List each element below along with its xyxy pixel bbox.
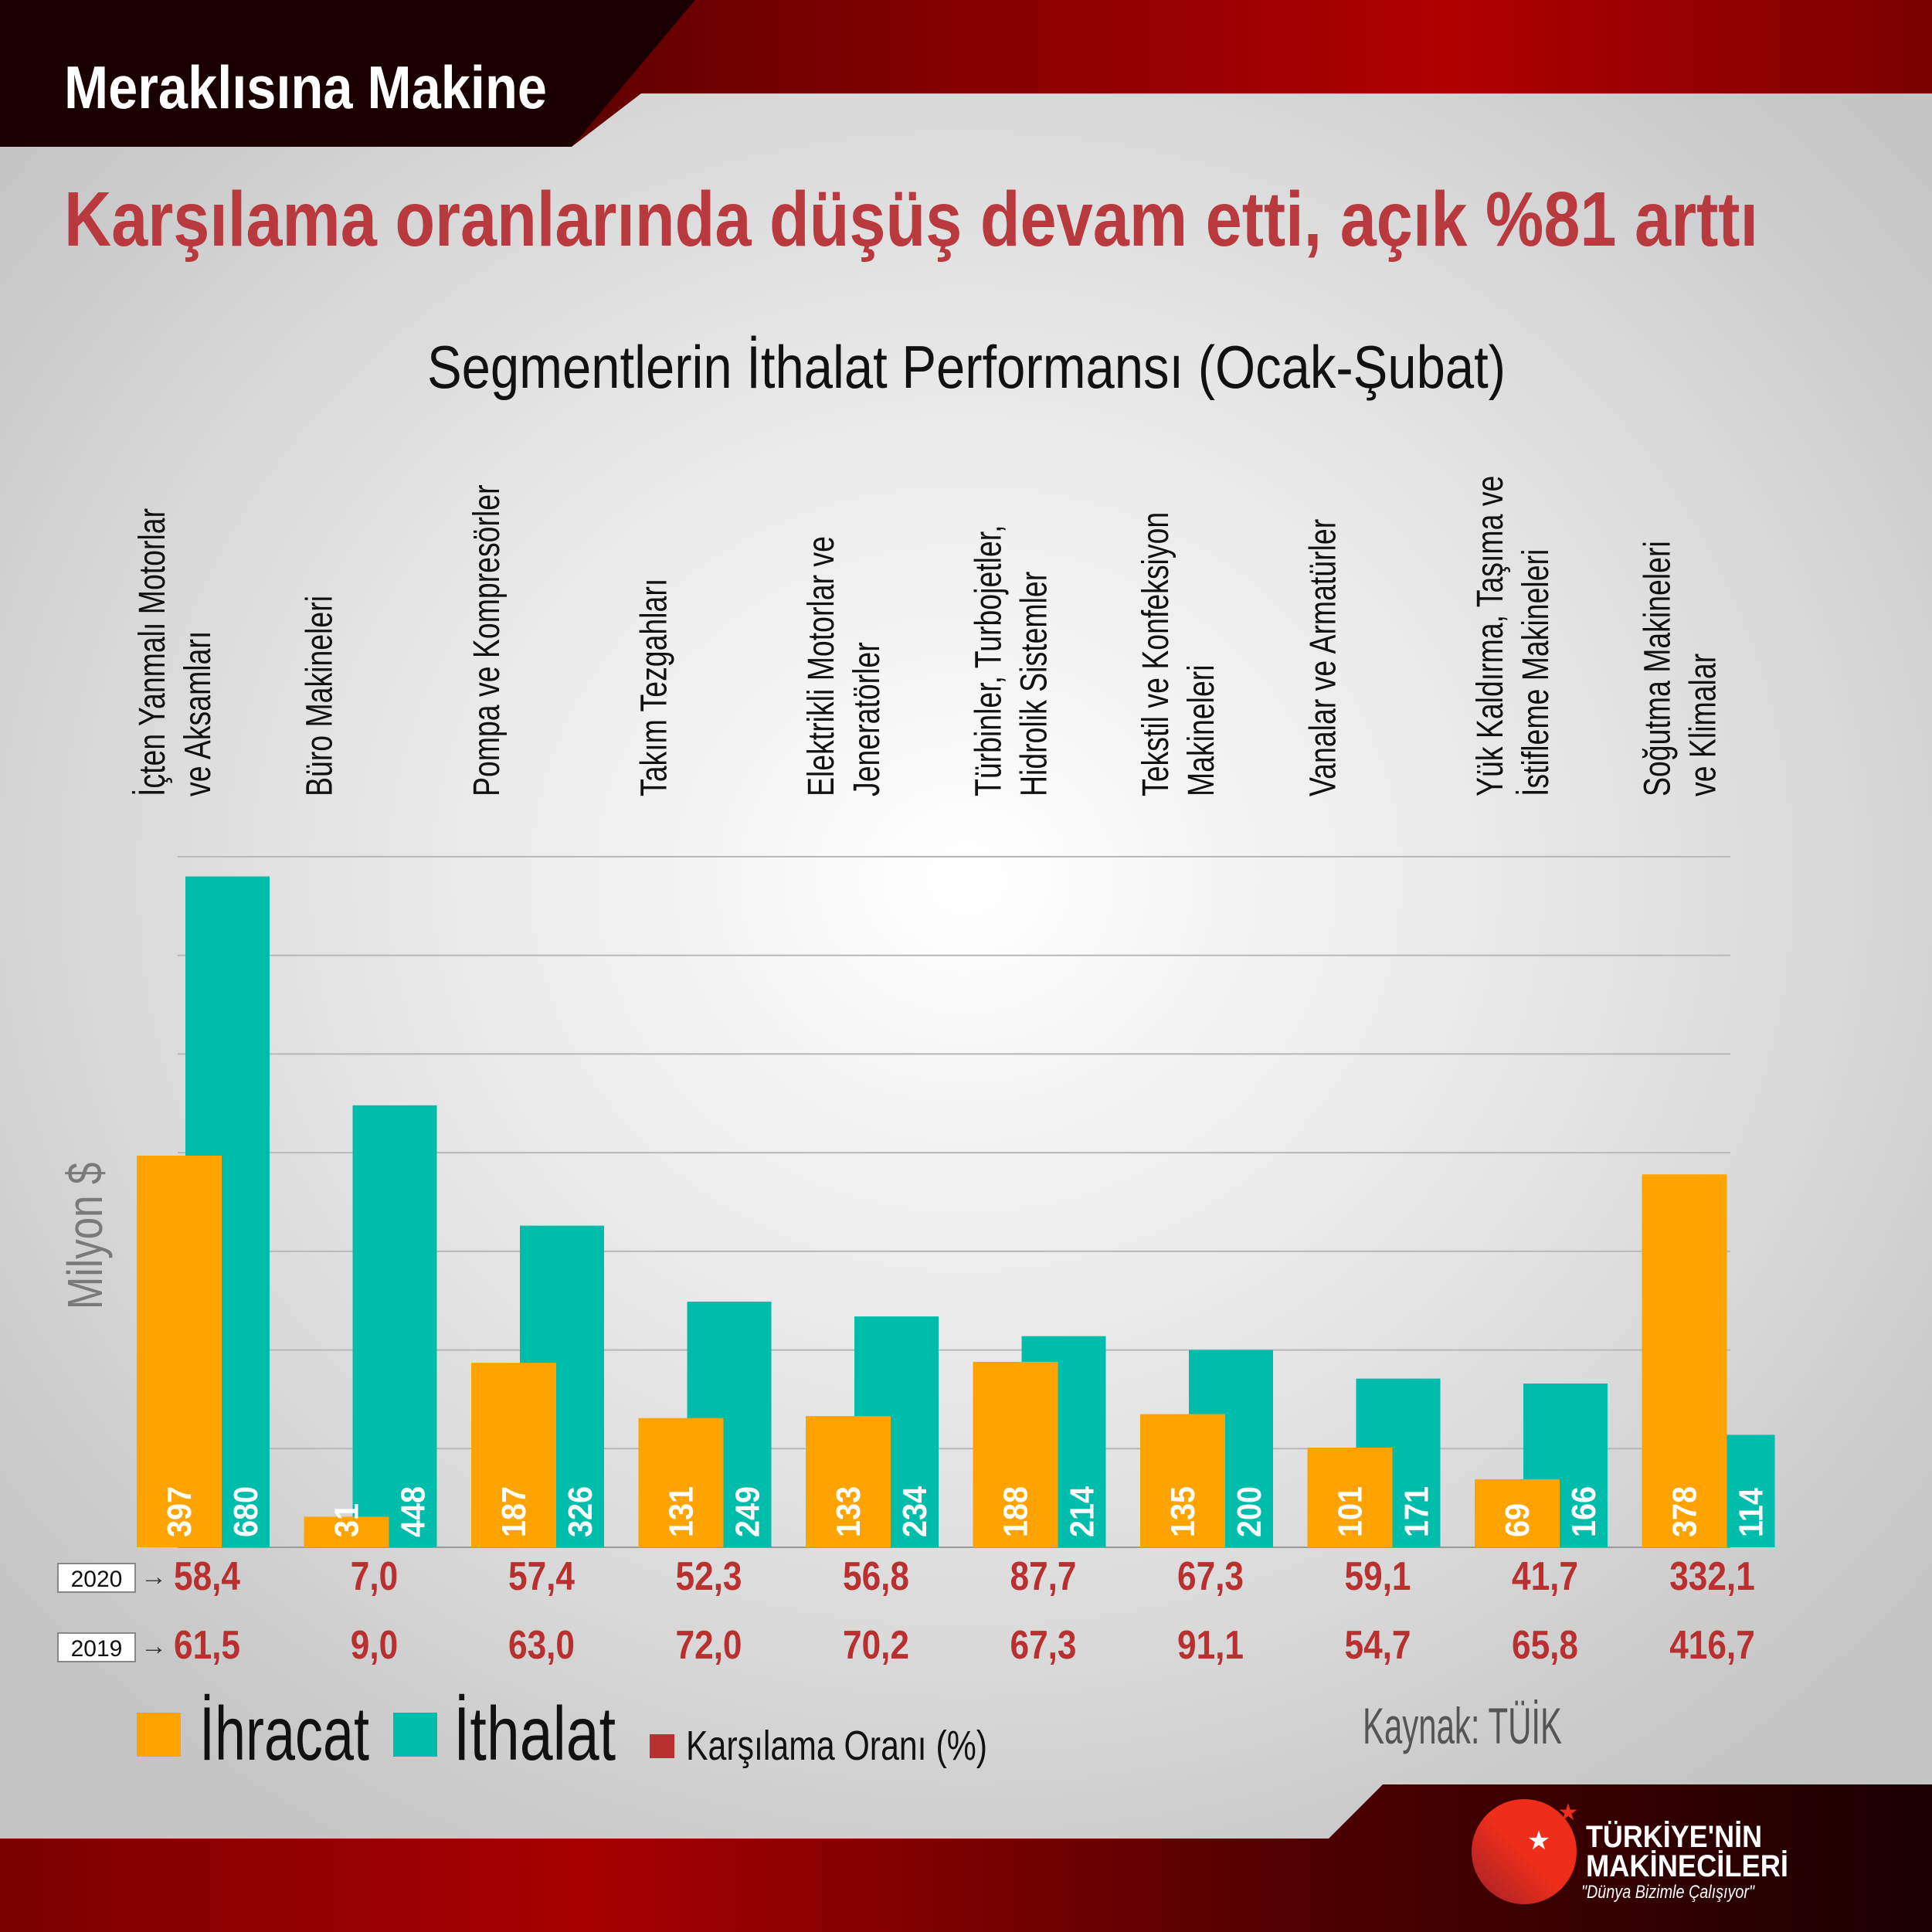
category-label: ve Aksamları — [178, 631, 219, 796]
coverage-ratio-value: 9,0 — [351, 1623, 398, 1668]
y-axis-label: Milyon $ — [59, 1163, 114, 1310]
logo: ★ ★ TÜRKİYE'NİN MAKİNECİLERİ "Dünya Bizi… — [1472, 1799, 1788, 1904]
bar-export — [973, 1361, 1058, 1547]
bar-export — [806, 1416, 891, 1547]
bar-export — [1307, 1448, 1393, 1547]
year-label: 2019 — [71, 1636, 123, 1662]
legend: İhracat İthalat Karşılama Oranı (%) — [137, 1691, 987, 1776]
category-label: Vanalar ve Armatürler — [1302, 519, 1344, 796]
legend-label-export: İhracat — [199, 1691, 369, 1776]
legend-label-import: İthalat — [453, 1691, 616, 1776]
brand-title: Meraklısına Makine — [64, 53, 547, 121]
coverage-ratio-value: 41,7 — [1512, 1554, 1578, 1599]
headline: Karşılama oranlarında düşüş devam etti, … — [64, 176, 1758, 263]
bar-value-import: 234 — [895, 1486, 933, 1537]
coverage-ratio-value: 65,8 — [1512, 1623, 1578, 1668]
bar-value-export: 397 — [160, 1486, 198, 1537]
arrow-icon: → — [141, 1562, 167, 1591]
category-label: Soğutma Makineleri — [1637, 541, 1679, 796]
bar-value-import: 680 — [226, 1486, 264, 1537]
coverage-ratio-value: 91,1 — [1177, 1623, 1244, 1668]
bar-export — [471, 1363, 556, 1547]
category-label: Makineleri — [1181, 664, 1223, 796]
coverage-ratio-value: 54,7 — [1344, 1623, 1411, 1668]
year-box — [57, 1563, 136, 1593]
bar-export — [1140, 1414, 1225, 1547]
category-label: Yük Kaldırma, Taşıma ve — [1470, 476, 1512, 796]
coverage-ratio-value: 72,0 — [675, 1623, 742, 1668]
bars: 397 680 31 448 187 326 131 249 133 234 188 214 135 20… — [137, 876, 1775, 1547]
category-label: İçten Yanmalı Motorlar — [132, 508, 174, 796]
bar-value-import: 166 — [1564, 1486, 1602, 1537]
bar-value-import: 214 — [1063, 1486, 1101, 1537]
coverage-ratio-value: 416,7 — [1669, 1623, 1755, 1668]
category-label: Elektrikli Motorlar ve — [801, 536, 843, 796]
bar-value-import: 171 — [1397, 1486, 1435, 1537]
category-label: ve Klimalar — [1682, 654, 1724, 796]
category-labels: İçten Yanmalı Motorlar ve Aksamları Büro M… — [132, 476, 1724, 796]
bar-export — [1642, 1174, 1727, 1547]
coverage-ratio-value: 57,4 — [508, 1554, 575, 1599]
logo-red-star-icon: ★ — [1558, 1800, 1579, 1825]
category-label: Takım Tezgahları — [633, 579, 675, 796]
legend-swatch-ratio — [650, 1734, 674, 1758]
year-box — [57, 1632, 136, 1662]
coverage-ratio-value: 332,1 — [1669, 1554, 1755, 1599]
bar-value-export: 31 — [328, 1503, 365, 1537]
bar-value-export: 131 — [662, 1486, 700, 1537]
bar-value-import: 326 — [561, 1486, 599, 1537]
category-label: Jeneratörler — [847, 642, 888, 796]
category-label: Tekstil ve Konfeksiyon — [1136, 512, 1177, 796]
bar-export — [137, 1155, 222, 1547]
chart-title: Segmentlerin İthalat Performansı (Ocak-Ş… — [427, 333, 1506, 401]
bar-value-export: 378 — [1665, 1486, 1703, 1537]
year-label: 2020 — [71, 1567, 123, 1592]
coverage-ratio-value: 70,2 — [843, 1623, 909, 1668]
legend-swatch-import — [393, 1713, 437, 1757]
logo-tagline: "Dünya Bizimle Çalışıyor" — [1581, 1882, 1755, 1903]
logo-circle — [1472, 1799, 1577, 1904]
bar-value-import: 249 — [728, 1486, 766, 1537]
logo-line2: MAKİNECİLERİ — [1586, 1849, 1788, 1883]
bar-value-export: 135 — [1163, 1486, 1201, 1537]
coverage-ratio-value: 67,3 — [1010, 1623, 1076, 1668]
source-note: Kaynak: TÜİK — [1363, 1697, 1562, 1754]
header-dark-block — [0, 0, 695, 147]
logo-star-icon: ★ — [1527, 1826, 1550, 1856]
coverage-ratio-value: 7,0 — [351, 1554, 398, 1599]
bar-value-import: 200 — [1230, 1486, 1268, 1537]
bar-export — [638, 1418, 724, 1547]
coverage-ratio-value: 56,8 — [843, 1554, 909, 1599]
coverage-ratio-rows: 58,4 61,5 7,0 9,0 57,4 63,0 52,3 72,0 56,8 70,2 87… — [57, 1554, 1755, 1668]
bar-value-export: 69 — [1498, 1503, 1536, 1537]
bar-value-export: 101 — [1331, 1486, 1369, 1537]
category-label: İstifleme Makineleri — [1516, 549, 1557, 796]
coverage-ratio-value: 58,4 — [174, 1554, 240, 1599]
bar-value-export: 188 — [997, 1486, 1034, 1537]
bar-import — [352, 1105, 437, 1547]
category-label: Hidrolik Sistemler — [1014, 572, 1055, 796]
bar-value-import: 114 — [1732, 1487, 1770, 1537]
legend-swatch-export — [137, 1713, 181, 1757]
coverage-ratio-value: 63,0 — [508, 1623, 575, 1668]
arrow-icon: → — [141, 1632, 167, 1661]
bar-export — [1475, 1479, 1560, 1547]
coverage-ratio-value: 52,3 — [675, 1554, 742, 1599]
coverage-ratio-value: 67,3 — [1177, 1554, 1244, 1599]
category-label: Türbinler, Turbojetler, — [968, 525, 1010, 796]
bar-value-import: 448 — [394, 1486, 432, 1537]
logo-line1: TÜRKİYE'NİN — [1586, 1819, 1762, 1854]
coverage-ratio-value: 87,7 — [1010, 1554, 1076, 1599]
bar-value-export: 187 — [494, 1486, 532, 1537]
bar-value-export: 133 — [829, 1486, 867, 1537]
coverage-ratio-value: 61,5 — [174, 1623, 240, 1668]
category-label: Pompa ve Kompresörler — [467, 484, 508, 796]
category-label: Büro Makineleri — [299, 596, 341, 796]
coverage-ratio-value: 59,1 — [1344, 1554, 1411, 1599]
bar-export — [304, 1516, 389, 1547]
legend-label-ratio: Karşılama Oranı (%) — [686, 1723, 987, 1769]
